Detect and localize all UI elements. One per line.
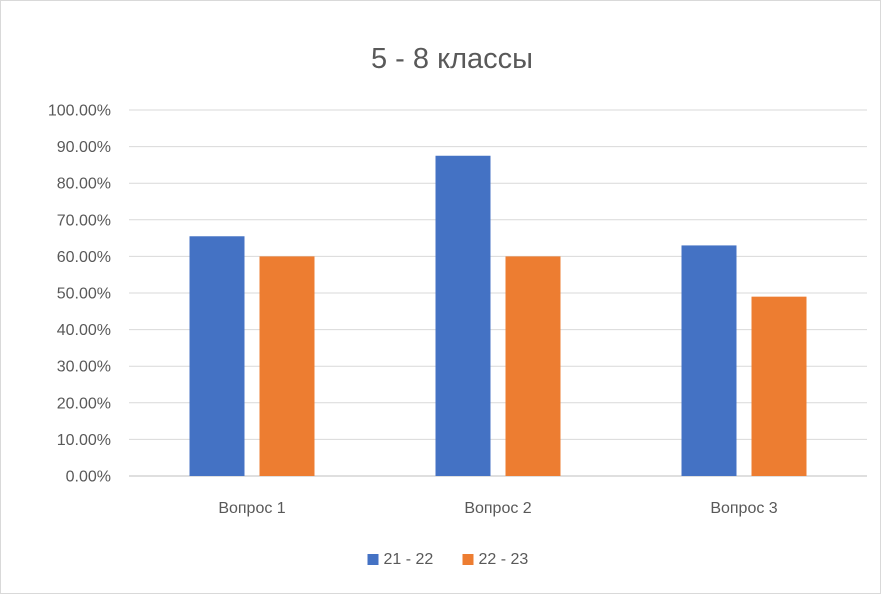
bar-2-1: [259, 256, 315, 476]
y-tick-label: 0.00%: [66, 469, 111, 486]
y-tick-label: 50.00%: [57, 286, 111, 303]
y-tick-label: 80.00%: [57, 176, 111, 193]
chart-title: 5 - 8 классы: [371, 43, 533, 75]
y-tick-label: 70.00%: [57, 212, 111, 229]
bar-1-3: [681, 245, 737, 476]
bar-2-2: [505, 256, 561, 476]
bar-2-3: [751, 296, 807, 476]
y-tick-label: 30.00%: [57, 359, 111, 376]
y-axis-ticks: 0.00% 10.00% 20.00% 30.00% 40.00% 50.00% 60.00…: [48, 103, 111, 486]
y-tick-label: 40.00%: [57, 322, 111, 339]
x-axis-categories: Вопрос 1 Вопрос 2 Вопрос 3: [218, 500, 777, 517]
bar-1-2: [435, 155, 491, 476]
legend-swatch: [367, 554, 379, 565]
bars: [189, 155, 807, 476]
y-tick-label: 20.00%: [57, 395, 111, 412]
legend-label: 22 - 23: [479, 551, 529, 568]
y-tick-label: 100.00%: [48, 103, 111, 120]
category-label: Вопрос 1: [218, 500, 285, 517]
category-label: Вопрос 3: [710, 500, 777, 517]
gridlines: [129, 109, 867, 477]
legend-label: 21 - 22: [384, 551, 434, 568]
y-tick-label: 10.00%: [57, 432, 111, 449]
bar-1-1: [189, 236, 245, 476]
legend: 21 - 22 22 - 23: [367, 551, 529, 568]
y-tick-label: 90.00%: [57, 139, 111, 156]
category-label: Вопрос 2: [464, 500, 531, 517]
legend-swatch: [462, 554, 474, 565]
y-tick-label: 60.00%: [57, 249, 111, 266]
